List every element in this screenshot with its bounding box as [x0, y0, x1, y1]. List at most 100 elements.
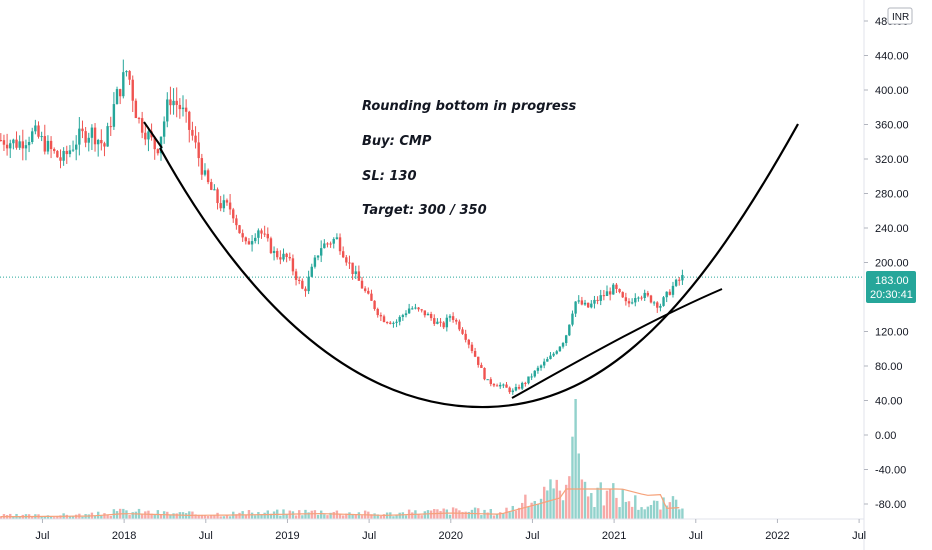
candle-body	[24, 145, 28, 149]
candle-body	[351, 262, 354, 275]
volume-bar	[351, 514, 354, 519]
last-price-value: 183.00	[875, 275, 909, 287]
volume-bar	[539, 498, 543, 519]
candle-body	[238, 225, 241, 234]
candle-body	[561, 343, 565, 347]
candle-body	[65, 150, 68, 155]
candle-body	[473, 350, 477, 357]
volume-bar	[338, 514, 342, 519]
volume-bar	[106, 515, 109, 519]
volume-bar	[279, 515, 282, 519]
volume-bar	[524, 494, 527, 519]
volume-bar	[483, 509, 486, 519]
candle-body	[128, 71, 131, 80]
volume-bar	[558, 490, 562, 519]
trend-line[interactable]	[511, 288, 723, 399]
candle-body	[652, 302, 656, 304]
volume-bar	[316, 514, 320, 519]
volume-bar	[319, 510, 323, 519]
annotation-title: Rounding bottom in progress	[362, 99, 576, 114]
candle-body	[9, 143, 12, 149]
candle-body	[634, 298, 637, 303]
candle-body	[313, 257, 317, 267]
volume-bar	[203, 515, 207, 519]
currency-badge[interactable]	[887, 7, 913, 25]
candle-body	[558, 346, 562, 352]
volume-bar	[423, 511, 427, 519]
candle-body	[530, 376, 533, 378]
candle-body	[499, 384, 502, 387]
x-tick-label: Jul	[689, 530, 703, 542]
volume-bar	[586, 496, 590, 519]
volume-bar	[159, 514, 163, 519]
y-tick-label: 280.00	[875, 189, 909, 201]
candle-body	[392, 322, 395, 324]
volume-bar	[659, 509, 662, 519]
candle-body	[184, 107, 188, 112]
volume-bar	[574, 399, 577, 519]
candle-body	[338, 237, 342, 252]
candle-body	[53, 149, 56, 152]
candle-body	[659, 305, 662, 308]
candle-body	[445, 317, 449, 328]
volume-bar	[429, 510, 433, 519]
candle-body	[395, 321, 398, 323]
x-axis[interactable]: Jul 2018 Jul 2019 Jul 2020 Jul 2021 Jul 2022 Jul	[35, 519, 866, 542]
volume-bar	[150, 513, 153, 519]
volume-bar	[615, 497, 618, 519]
candle-body	[109, 126, 112, 128]
candle-body	[247, 241, 251, 245]
candle-body	[326, 243, 329, 245]
volume-bar	[354, 514, 357, 519]
candle-body	[162, 121, 166, 137]
volume-bar	[624, 501, 628, 519]
rounding-bottom-curve[interactable]	[159, 123, 799, 409]
candle-body	[294, 271, 298, 280]
candle-body	[605, 291, 609, 297]
candle-body	[244, 237, 248, 242]
volume-bar	[46, 515, 50, 519]
volume-bar	[68, 516, 72, 519]
volume-bar	[184, 513, 188, 519]
candle-body	[370, 293, 373, 301]
volume-bar	[345, 513, 348, 519]
y-tick-label: 40.00	[875, 396, 903, 408]
candle-body	[282, 253, 285, 260]
rounding-bottom-left-arm[interactable]	[143, 121, 163, 149]
candle-body	[219, 203, 222, 209]
volume-bar	[31, 516, 34, 519]
candle-body	[118, 89, 122, 97]
volume-bar	[18, 516, 21, 519]
candle-body	[678, 279, 681, 281]
candle-body	[84, 131, 87, 143]
volume-bar	[508, 512, 511, 519]
candle-body	[508, 387, 511, 393]
candle-body	[552, 353, 555, 356]
volume-bar	[326, 515, 329, 519]
candle-body	[56, 151, 59, 158]
candle-body	[505, 384, 508, 388]
candle-body	[147, 131, 150, 140]
volume-bar	[272, 511, 276, 519]
candle-body	[401, 315, 405, 317]
volume-bar	[49, 516, 53, 519]
y-axis[interactable]: 480.00440.00400.00360.00320.00280.00240.…	[864, 16, 909, 511]
volume-bar	[294, 515, 298, 519]
volume-bar	[373, 513, 376, 519]
candle-body	[144, 132, 147, 140]
y-tick-label: 80.00	[875, 361, 903, 373]
candle-body	[260, 230, 263, 234]
candle-body	[524, 382, 527, 384]
volume-bar	[298, 510, 301, 519]
candle-body	[172, 100, 175, 106]
volume-bar	[222, 516, 226, 519]
candle-body	[373, 300, 376, 309]
candle-body	[222, 200, 226, 209]
candle-body	[590, 303, 593, 308]
candle-body	[257, 230, 260, 238]
y-tick-label: 400.00	[875, 85, 909, 97]
volume-bar	[618, 507, 621, 519]
volume-bar	[307, 512, 310, 519]
